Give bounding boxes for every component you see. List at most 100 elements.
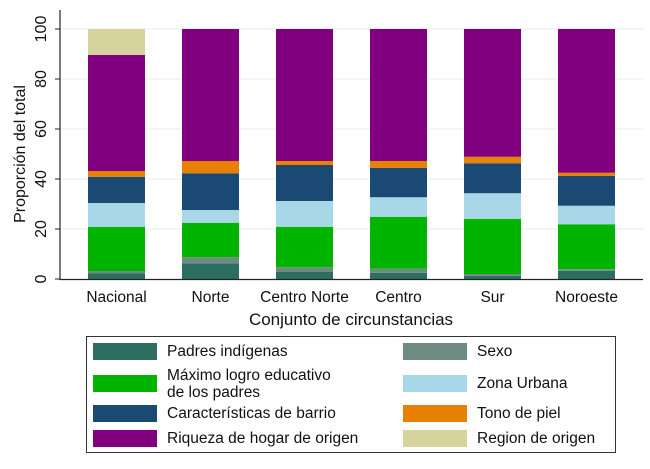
- y-ticks: 0 20 40 60 80 100: [33, 16, 60, 283]
- legend-label-line: Zona Urbana: [477, 375, 568, 392]
- x-tick-label: Centro: [375, 289, 422, 306]
- legend-label: Sexo: [477, 343, 512, 360]
- y-tick-label: 100: [33, 16, 50, 43]
- bar-segment: [464, 193, 521, 219]
- legend-swatch: [93, 430, 157, 447]
- legend-label: Padres indígenas: [167, 343, 288, 360]
- bar-segment: [464, 29, 521, 157]
- bar-segment: [88, 273, 145, 279]
- y-tick-label: 80: [33, 70, 50, 88]
- legend-label: Region de origen: [477, 430, 595, 447]
- legend-label: Zona Urbana: [477, 375, 567, 392]
- gridlines: [61, 28, 643, 230]
- x-axis-title: Conjunto de circunstancias: [249, 310, 453, 329]
- bar-segment: [276, 272, 333, 279]
- legend-item: Tono de piel: [403, 405, 561, 422]
- bar-segment: [182, 222, 239, 258]
- legend-swatch: [403, 375, 467, 392]
- bar-segment: [558, 270, 615, 279]
- legend-label-line: Sexo: [477, 343, 513, 360]
- x-tick-label: Nacional: [86, 289, 146, 306]
- legend-swatch: [403, 405, 467, 422]
- y-tick-label: 40: [33, 170, 50, 188]
- legend-item: Características de barrio: [93, 405, 336, 422]
- bar-segment: [370, 268, 427, 273]
- bar-segment: [88, 226, 145, 271]
- bars: [88, 29, 615, 279]
- bar-segment: [464, 218, 521, 274]
- bar-segment: [276, 267, 333, 272]
- legend-label: Tono de piel: [477, 405, 561, 422]
- bar-segment: [182, 161, 239, 174]
- bar-segment: [182, 257, 239, 264]
- bar-segment: [88, 171, 145, 177]
- x-tick-label: Centro Norte: [260, 289, 349, 306]
- legend-item: Máximo logro educativo de los padres: [93, 367, 331, 401]
- bar-segment: [276, 161, 333, 165]
- x-tick-label: Sur: [480, 289, 504, 306]
- legend-swatch: [93, 343, 157, 360]
- bar-segment: [558, 269, 615, 271]
- legend-label-line: Padres indígenas: [167, 343, 288, 360]
- bar-segment: [370, 197, 427, 217]
- stacked-bar-chart: 0 20 40 60 80 100 Nacional Norte Centro Norte Ce…: [12, 10, 643, 329]
- bar-segment: [88, 203, 145, 227]
- legend-label-line: Tono de piel: [477, 405, 561, 422]
- bar-segment: [88, 271, 145, 274]
- legend-item: Sexo: [403, 343, 512, 360]
- bar-segment: [88, 176, 145, 203]
- legend-item: Region de origen: [403, 430, 595, 447]
- y-axis-title: Proporción del total: [12, 85, 29, 223]
- bar-segment: [88, 29, 145, 55]
- bar-segment: [182, 29, 239, 161]
- bar-stack: [182, 29, 239, 279]
- y-tick-label: 0: [33, 274, 50, 283]
- bar-stack: [276, 29, 333, 279]
- bar-segment: [370, 272, 427, 279]
- bar-segment: [370, 167, 427, 198]
- legend-label-line: de los padres: [167, 384, 261, 401]
- bar-segment: [558, 205, 615, 225]
- bar-segment: [464, 275, 521, 279]
- bar-segment: [464, 274, 521, 276]
- bar-segment: [276, 201, 333, 227]
- bar-segment: [558, 176, 615, 206]
- legend-swatch: [403, 343, 467, 360]
- legend-label-line: Riqueza de hogar de origen: [167, 430, 359, 447]
- y-tick-label: 60: [33, 120, 50, 138]
- y-tick-label: 20: [33, 220, 50, 238]
- legend-swatch: [403, 430, 467, 447]
- bar-segment: [558, 172, 615, 176]
- legend-label-line: Características de barrio: [167, 405, 336, 422]
- legend-item: Riqueza de hogar de origen: [93, 430, 358, 447]
- legend-swatch: [93, 405, 157, 422]
- legend-label: Características de barrio: [167, 405, 336, 422]
- axes: [59, 10, 643, 281]
- bar-segment: [88, 55, 145, 171]
- legend: Padres indígenas Sexo Máximo logro educati…: [86, 336, 616, 453]
- legend-item: Padres indígenas: [93, 343, 288, 360]
- bar-segment: [464, 163, 521, 194]
- bar-stack: [88, 29, 145, 279]
- legend-label-line: Region de origen: [477, 430, 596, 447]
- bar-segment: [464, 156, 521, 164]
- bar-stack: [558, 29, 615, 279]
- bar-stack: [370, 29, 427, 279]
- bar-segment: [370, 161, 427, 168]
- bar-segment: [182, 173, 239, 210]
- bar-segment: [370, 29, 427, 161]
- legend-label-line: Máximo logro educativo: [167, 367, 331, 384]
- legend-swatch: [93, 375, 157, 392]
- bar-segment: [276, 29, 333, 161]
- x-ticks: Nacional Norte Centro Norte Centro Sur Noroes…: [86, 289, 618, 306]
- bar-segment: [182, 210, 239, 223]
- legend-label: Riqueza de hogar de origen: [167, 430, 358, 447]
- bar-segment: [276, 226, 333, 268]
- bar-stack: [464, 29, 521, 279]
- bar-segment: [182, 263, 239, 279]
- legend-item: Zona Urbana: [403, 375, 567, 392]
- legend-label: Máximo logro educativo de los padres: [167, 367, 331, 401]
- x-tick-label: Norte: [192, 289, 230, 306]
- bar-segment: [558, 224, 615, 270]
- bar-segment: [370, 216, 427, 269]
